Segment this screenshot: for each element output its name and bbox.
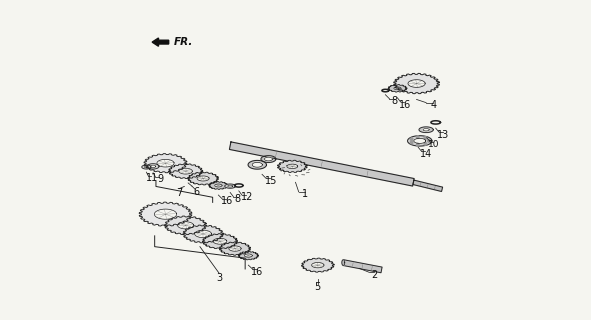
Polygon shape [394,73,440,94]
Polygon shape [228,185,233,187]
Polygon shape [157,159,174,167]
Polygon shape [154,209,177,219]
Polygon shape [278,160,307,172]
Polygon shape [213,238,227,244]
Polygon shape [168,164,203,179]
Polygon shape [177,222,194,229]
Circle shape [417,136,419,139]
Polygon shape [408,136,432,146]
Polygon shape [215,184,222,187]
Circle shape [410,141,413,144]
Text: 6: 6 [193,187,199,197]
Polygon shape [165,216,206,235]
Circle shape [427,140,430,142]
Polygon shape [419,127,433,132]
Polygon shape [423,129,429,131]
Polygon shape [394,87,401,90]
Polygon shape [264,157,272,161]
Text: 4: 4 [430,100,437,110]
Text: 10: 10 [428,140,440,148]
Polygon shape [245,254,252,257]
Text: 8: 8 [391,96,397,106]
Polygon shape [343,260,382,273]
Circle shape [417,143,419,146]
Polygon shape [179,168,192,174]
Polygon shape [203,234,238,249]
Polygon shape [287,164,298,169]
Polygon shape [408,80,425,87]
Polygon shape [413,180,443,191]
Polygon shape [152,38,168,46]
Text: 11: 11 [146,173,158,183]
Text: 15: 15 [264,176,277,186]
Polygon shape [225,184,236,188]
Polygon shape [144,154,187,173]
Polygon shape [414,138,426,143]
Text: FR.: FR. [174,37,193,47]
Polygon shape [388,84,407,92]
Text: 13: 13 [437,130,450,140]
Polygon shape [150,165,156,168]
Circle shape [424,137,427,139]
Text: 5: 5 [314,283,321,292]
Circle shape [424,143,427,145]
Text: 1: 1 [302,189,308,199]
Circle shape [410,138,413,140]
Polygon shape [147,164,159,169]
Polygon shape [142,165,151,169]
Polygon shape [219,242,251,255]
Polygon shape [229,142,414,186]
Text: 3: 3 [216,273,222,283]
Polygon shape [209,181,228,189]
Text: 8: 8 [235,194,241,204]
Polygon shape [238,252,258,260]
Polygon shape [261,156,276,163]
Text: 12: 12 [241,192,254,202]
Polygon shape [252,162,262,167]
Text: 16: 16 [251,267,264,276]
Polygon shape [144,166,148,168]
Polygon shape [311,262,324,268]
Polygon shape [229,246,241,251]
Polygon shape [183,225,223,243]
Text: 7: 7 [176,188,183,198]
Text: 16: 16 [220,196,233,206]
Text: 16: 16 [399,100,411,109]
Polygon shape [342,260,345,266]
Text: 9: 9 [157,174,163,184]
Text: 2: 2 [371,270,378,280]
Polygon shape [139,202,192,226]
Polygon shape [248,160,267,169]
Polygon shape [194,230,212,238]
Polygon shape [188,172,219,185]
Text: 14: 14 [420,148,432,159]
Polygon shape [301,258,334,272]
Polygon shape [197,176,209,181]
